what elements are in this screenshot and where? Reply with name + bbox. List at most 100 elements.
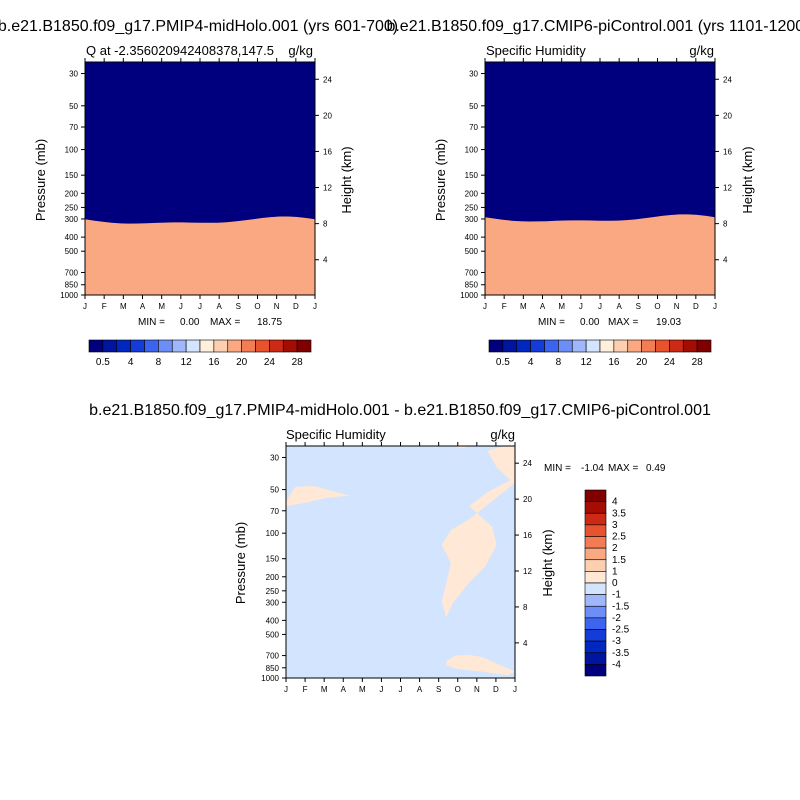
panel3-colorbar-box — [584, 652, 607, 665]
panel3-x-tick-label: N — [474, 685, 480, 694]
panel3-y2-tick-label: 20 — [523, 495, 532, 504]
panel3-plot-area: J F M A M J J A S O N D J 30 50 70 100 150 200 250 300 400 500… — [261, 442, 532, 694]
panel1-x-tick-label: A — [216, 302, 222, 311]
panel3-x-tick-label: J — [284, 685, 288, 694]
panel2-colorbar-box — [558, 339, 573, 353]
panel2-y2-tick-label: 4 — [723, 256, 728, 265]
panel1-max-label: MAX = — [210, 317, 240, 328]
panel1-y-tick-label: 70 — [69, 123, 78, 132]
panel3-x-tick-label: O — [455, 685, 461, 694]
panel2-y2-tick-label: 20 — [723, 111, 732, 120]
panel1-x-tick-label: O — [254, 302, 260, 311]
panel3-colorbar-box — [584, 501, 607, 514]
panel2-contour-band-0.5 — [485, 214, 715, 295]
panel1-y2-tick-label: 4 — [323, 256, 328, 265]
panel2-x-tick-label: J — [598, 302, 602, 311]
panel3-colorbar-label: 2.5 — [612, 532, 626, 543]
panel1-x-tick-label: D — [293, 302, 299, 311]
panel3-y-tick-label: 250 — [266, 587, 280, 596]
panel2-colorbar-box — [488, 339, 504, 353]
panel2-colorbar-label: 8 — [556, 357, 562, 368]
panel1-y-tick-label: 150 — [65, 171, 79, 180]
panel1-colorbar-box — [144, 339, 159, 353]
panel2-y-tick-label: 1000 — [460, 291, 478, 300]
panel2-x-tick-label: M — [520, 302, 527, 311]
panel2-colorbar-label: 0.5 — [496, 357, 510, 368]
panel1-colorbar-label: 4 — [128, 357, 134, 368]
panel2-min-value: 0.00 — [580, 317, 600, 328]
panel1-x-tick-label: J — [179, 302, 183, 311]
panel2-y-tick-label: 200 — [465, 189, 479, 198]
panel3-left-label: Specific Humidity — [286, 427, 386, 442]
panel2-colorbar-box — [682, 339, 698, 353]
panel1-x-tick-label: A — [140, 302, 146, 311]
panel1-colorbar-label: 0.5 — [96, 357, 110, 368]
panel3-ylabel-right: Height (km) — [540, 529, 555, 596]
panel3-colorbar-label: 1 — [612, 566, 618, 577]
panel1-x-tick-label: J — [313, 302, 317, 311]
panel2-min-label: MIN = — [538, 317, 565, 328]
panel1-colorbar-box — [185, 339, 201, 353]
panel1-y-tick-label: 850 — [65, 281, 79, 290]
panel3-x-tick-label: J — [399, 685, 403, 694]
panel2-colorbar-box — [613, 339, 629, 353]
panel2-y-tick-label: 50 — [469, 102, 478, 111]
panel3-y2-tick-label: 8 — [523, 603, 528, 612]
panel1-min-value: 0.00 — [180, 317, 200, 328]
panel1-colorbar-label: 20 — [236, 357, 248, 368]
panel1-y2-tick-label: 12 — [323, 184, 332, 193]
panel3-colorbar-box — [584, 547, 607, 561]
panel1-x-tick-label: M — [158, 302, 165, 311]
panel3-y2-tick-label: 12 — [523, 567, 532, 576]
panel3-colorbar-box — [584, 571, 607, 584]
panel2-colorbar-box — [571, 339, 587, 353]
panel1-colorbar-box — [199, 339, 215, 353]
panel1-colorbar-label: 12 — [181, 357, 193, 368]
panel1-colorbar-label: 28 — [292, 357, 304, 368]
panel3-min-label: MIN = — [544, 463, 571, 474]
panel3-colorbar-label: -2 — [612, 613, 621, 624]
panel2-colorbar-label: 4 — [528, 357, 534, 368]
panel3-y-tick-label: 50 — [270, 486, 279, 495]
panel3-colorbar-label: -3 — [612, 636, 621, 647]
panel2-title: b.e21.B1850.f09_g17.CMIP6-piControl.001 … — [386, 18, 800, 35]
panel3-ylabel: Pressure (mb) — [233, 522, 248, 604]
panel3-colorbar-label: -2.5 — [612, 625, 630, 636]
panel2-y-tick-label: 70 — [469, 123, 478, 132]
panel3-y-tick-label: 400 — [266, 616, 280, 625]
panel2-colorbar-label: 24 — [664, 357, 676, 368]
panel3-y-tick-label: 100 — [266, 529, 280, 538]
panel1-colorbar-label: 24 — [264, 357, 276, 368]
panel1-left-label: Q at -2.356020942408378,147.5 — [86, 43, 274, 58]
panel3-x-tick-label: J — [513, 685, 517, 694]
panel3-x-tick-label: A — [417, 685, 423, 694]
panel1-min-label: MIN = — [138, 317, 165, 328]
panel2-y-tick-label: 850 — [465, 281, 479, 290]
panel2-colorbar-box — [516, 339, 531, 353]
panel3-x-tick-label: A — [341, 685, 347, 694]
panel3-colorbar-box — [584, 512, 607, 526]
panel1-colorbar-label: 8 — [156, 357, 162, 368]
panel2-colorbar-box — [599, 339, 615, 353]
panel2-y-tick-label: 300 — [465, 215, 479, 224]
panel3-colorbar-label: -1.5 — [612, 601, 630, 612]
panel2-colorbar-box — [502, 339, 518, 353]
panel1-y2-tick-label: 24 — [323, 75, 332, 84]
panel-difference: b.e21.B1850.f09_g17.PMIP4-midHolo.001 - … — [89, 402, 711, 694]
panel1-max-value: 18.75 — [257, 317, 282, 328]
panel3-colorbar-box — [584, 594, 607, 607]
panel1-x-tick-label: M — [120, 302, 127, 311]
panel1-ylabel-right: Height (km) — [339, 146, 354, 213]
panel1-x-tick-label: J — [198, 302, 202, 311]
panel1-y2-tick-label: 8 — [323, 220, 328, 229]
panel2-colorbar: 0.5 4 8 12 16 20 24 28 — [488, 339, 712, 368]
panel1-colorbar-box — [255, 339, 270, 353]
panel1-colorbar-box — [296, 339, 312, 353]
panel1-colorbar-label: 16 — [208, 357, 220, 368]
panel2-y-tick-label: 250 — [465, 203, 479, 212]
panel2-y-tick-label: 700 — [465, 268, 479, 277]
panel2-x-tick-label: S — [636, 302, 641, 311]
panel1-x-tick-label: J — [83, 302, 87, 311]
panel3-y-tick-label: 850 — [266, 664, 280, 673]
panel1-colorbar-box — [241, 339, 256, 353]
